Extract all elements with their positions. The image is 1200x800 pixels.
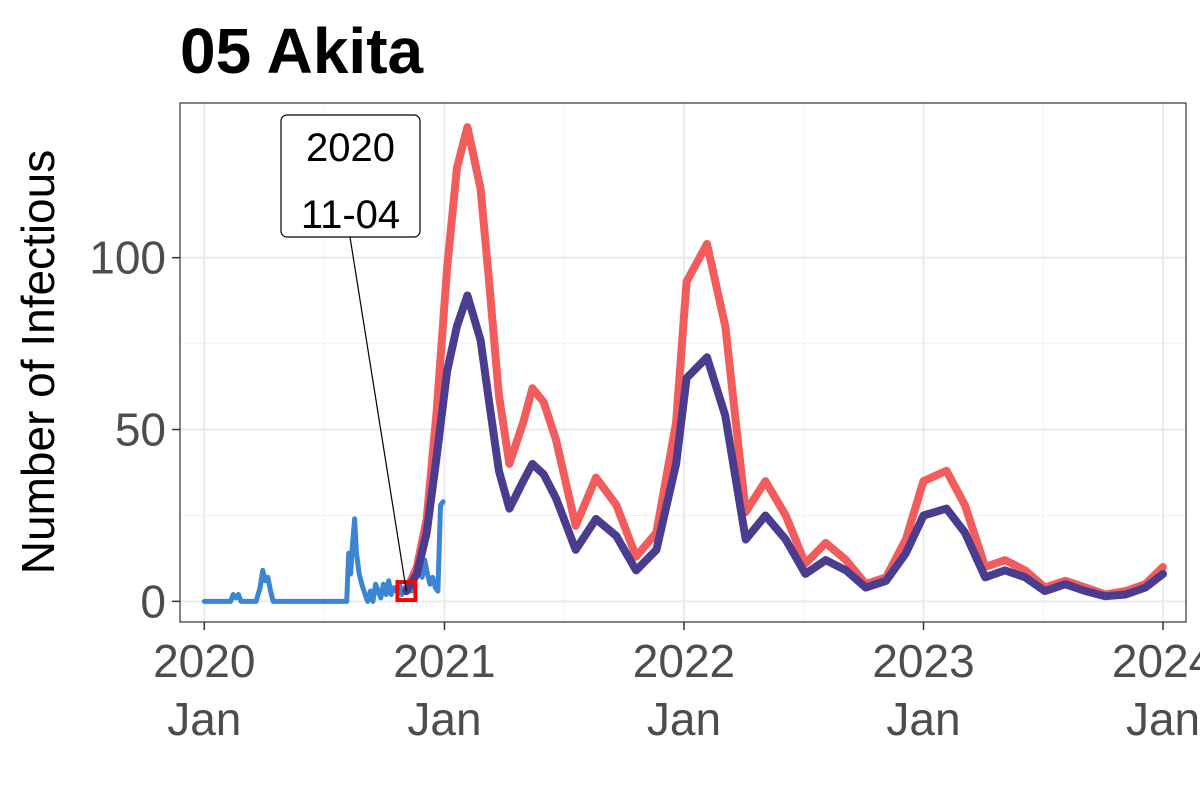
x-tick-month: Jan xyxy=(647,693,721,745)
annotation-leader-line xyxy=(349,236,407,592)
annotation-month-day: 11-04 xyxy=(301,193,400,237)
y-tick-label: 100 xyxy=(89,232,166,284)
x-tick-year: 2020 xyxy=(153,635,255,687)
x-tick-year: 2023 xyxy=(872,635,974,687)
chart-title: 05 Akita xyxy=(180,15,424,87)
plot-panel-border xyxy=(179,102,1187,623)
annotation-marker xyxy=(395,580,418,603)
date-annotation: 2020 11-04 xyxy=(280,114,421,592)
x-tick-month: Jan xyxy=(1126,693,1200,745)
y-axis-label: Number of Infectious xyxy=(12,150,64,574)
x-axis-ticks: 2020 Jan 2021 Jan 2022 Jan 2023 Jan 2024 Jan xyxy=(153,622,1200,745)
central-projection-line xyxy=(402,291,1167,601)
upper-projection-line xyxy=(402,123,1167,599)
x-tick-month: Jan xyxy=(167,693,241,745)
x-tick-year: 2024 xyxy=(1112,635,1200,687)
annotation-marker-layer xyxy=(395,580,418,603)
annotation-box xyxy=(280,114,421,238)
y-axis-ticks: 0 50 100 xyxy=(89,232,180,627)
x-tick-month: Jan xyxy=(886,693,960,745)
annotation-year: 2020 xyxy=(306,126,395,170)
series-layer xyxy=(201,123,1167,604)
y-tick-label: 50 xyxy=(115,404,166,456)
gridlines xyxy=(180,103,1186,622)
x-tick-year: 2021 xyxy=(393,635,495,687)
x-tick-month: Jan xyxy=(407,693,481,745)
x-tick-year: 2022 xyxy=(633,635,735,687)
y-tick-label: 0 xyxy=(140,575,166,627)
